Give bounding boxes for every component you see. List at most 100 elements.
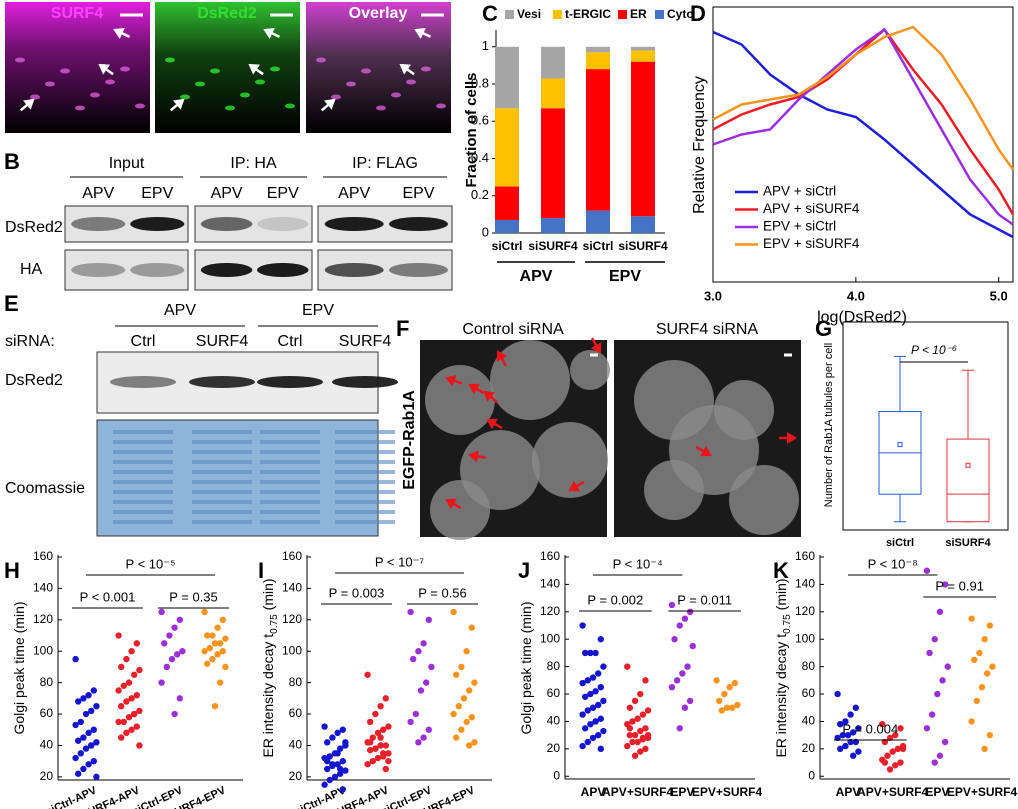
cell <box>430 480 490 540</box>
dot <box>923 567 931 574</box>
speckle <box>391 92 401 98</box>
dot <box>716 697 723 705</box>
bar-segment <box>541 46 565 79</box>
dot <box>120 718 128 726</box>
dot <box>886 766 894 773</box>
gel-band <box>335 430 395 434</box>
dot <box>385 757 392 765</box>
dot <box>367 746 374 754</box>
y-tick-label: 140 <box>540 577 560 591</box>
dot <box>72 655 79 663</box>
band <box>200 217 253 231</box>
dot <box>367 718 374 726</box>
dot <box>978 683 986 691</box>
dot <box>626 731 634 739</box>
dot <box>624 663 631 670</box>
dot <box>369 757 376 765</box>
speckle <box>331 94 341 100</box>
dot <box>377 734 384 741</box>
arrow <box>695 445 712 457</box>
dot <box>176 616 183 624</box>
arrow <box>263 27 281 39</box>
dot <box>976 649 983 657</box>
bar-segment <box>541 218 565 233</box>
gel-band <box>192 430 252 434</box>
arrow <box>113 27 131 39</box>
dot <box>629 718 636 725</box>
gel-band <box>260 510 320 514</box>
x-tick-label: EPV+SURF4 <box>947 785 1018 799</box>
gel-band <box>113 440 173 444</box>
group-label: EPV <box>609 268 641 285</box>
dot <box>584 707 591 714</box>
dot <box>458 663 465 671</box>
dot <box>75 737 82 744</box>
x-tick-label: EPV <box>925 785 949 799</box>
x-tick-label: APV <box>836 785 861 799</box>
arrow <box>486 418 503 430</box>
lane-label: EPV <box>141 185 173 202</box>
dot <box>644 731 652 739</box>
dot <box>120 682 128 689</box>
y-tick-label: 100 <box>33 643 53 657</box>
dot <box>158 679 165 686</box>
band <box>110 376 176 388</box>
y-axis-label: Golgi peak time (min) <box>518 601 534 734</box>
y-tick-label: 20 <box>40 769 54 783</box>
arrow-head <box>787 432 797 444</box>
lane-label: Ctrl <box>278 333 303 350</box>
panel-label: E <box>4 291 19 316</box>
lane-label: SURF4 <box>196 333 249 350</box>
arrow <box>483 390 499 404</box>
dot <box>582 693 589 700</box>
dot <box>372 710 379 718</box>
panel-label: I <box>258 558 264 583</box>
dot <box>334 761 341 768</box>
dot <box>385 750 392 757</box>
arrow-head <box>468 383 480 395</box>
dot <box>339 786 346 793</box>
dot <box>166 632 173 639</box>
annotation: P = 0.56 <box>418 585 467 600</box>
speckle <box>270 66 280 72</box>
dot <box>644 707 652 714</box>
dot <box>936 752 944 759</box>
annotation: P = 0.35 <box>169 589 218 604</box>
legend-label: ER <box>630 7 647 21</box>
dot <box>587 649 594 657</box>
dot <box>420 640 427 647</box>
gel-band <box>260 430 320 434</box>
dot <box>128 726 135 733</box>
gel-band <box>260 500 320 504</box>
y-axis-label: Number of Rab1A tubules per cell <box>823 343 835 507</box>
dot <box>579 742 586 750</box>
band <box>257 217 309 231</box>
gel-band <box>260 520 320 524</box>
legend-swatch <box>553 10 562 19</box>
speckle <box>15 57 25 63</box>
dot <box>944 663 951 670</box>
gel-band <box>192 470 252 474</box>
y-tick-label: 20 <box>547 741 561 755</box>
gel-band <box>335 480 395 484</box>
lane-label: APV <box>338 185 370 202</box>
dot <box>892 731 899 739</box>
speckle <box>316 57 326 63</box>
dot <box>168 655 176 663</box>
dot <box>133 640 140 647</box>
band <box>130 217 185 231</box>
gel-band <box>335 510 395 514</box>
y-tick-label: 120 <box>33 612 53 626</box>
arrow <box>98 63 114 76</box>
speckle <box>105 79 115 85</box>
dot <box>892 762 899 769</box>
dot <box>634 715 641 722</box>
dot <box>676 622 683 629</box>
gel-band <box>113 430 173 434</box>
speckle <box>361 68 371 74</box>
dot <box>75 770 82 777</box>
dot <box>931 636 938 643</box>
dot <box>463 718 470 726</box>
speckle <box>45 81 55 87</box>
dot <box>115 687 122 694</box>
